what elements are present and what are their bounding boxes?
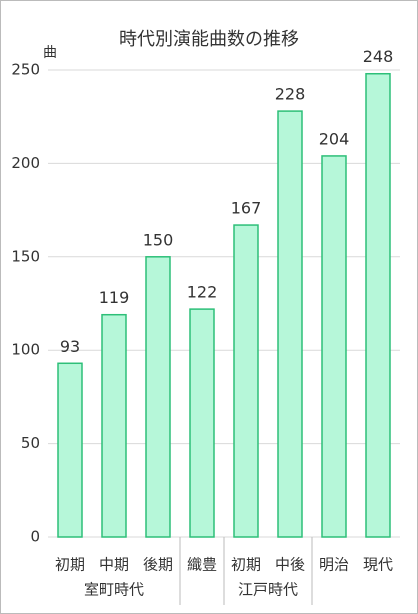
bar [145, 256, 171, 538]
x-tick-label: 初期 [231, 556, 261, 574]
chart-title: 時代別演能曲数の推移 [119, 29, 299, 50]
x-tick-label: 中期 [99, 556, 129, 574]
y-tick-label: 150 [11, 247, 40, 265]
value-label: 150 [143, 230, 174, 249]
x-tick-label: 現代 [363, 556, 393, 574]
bar [277, 110, 303, 538]
bar [365, 72, 391, 538]
value-label: 228 [275, 85, 306, 104]
y-tick-label: 0 [30, 528, 40, 546]
value-label: 122 [187, 283, 218, 302]
x-tick-label: 初期 [55, 556, 85, 574]
bar [101, 313, 127, 538]
group-label: 江戸時代 [238, 581, 298, 599]
value-label: 167 [231, 199, 262, 218]
y-tick-label: 200 [11, 154, 40, 172]
value-label: 204 [319, 129, 350, 148]
value-label: 248 [363, 47, 394, 66]
bar [321, 155, 347, 538]
x-tick-label: 明治 [319, 556, 349, 574]
y-tick-label: 100 [11, 341, 40, 359]
value-label: 93 [60, 337, 80, 356]
y-tick-label: 250 [11, 61, 40, 79]
value-label: 119 [99, 288, 130, 307]
bar [233, 224, 259, 538]
group-label: 室町時代 [84, 581, 144, 599]
x-tick-label: 織豊 [187, 556, 217, 574]
bar [57, 362, 83, 538]
bar [189, 308, 215, 538]
x-tick-label: 後期 [143, 556, 173, 574]
y-axis-label: 曲 [43, 45, 57, 61]
y-tick-label: 50 [21, 434, 40, 452]
x-tick-label: 中後 [275, 556, 305, 574]
